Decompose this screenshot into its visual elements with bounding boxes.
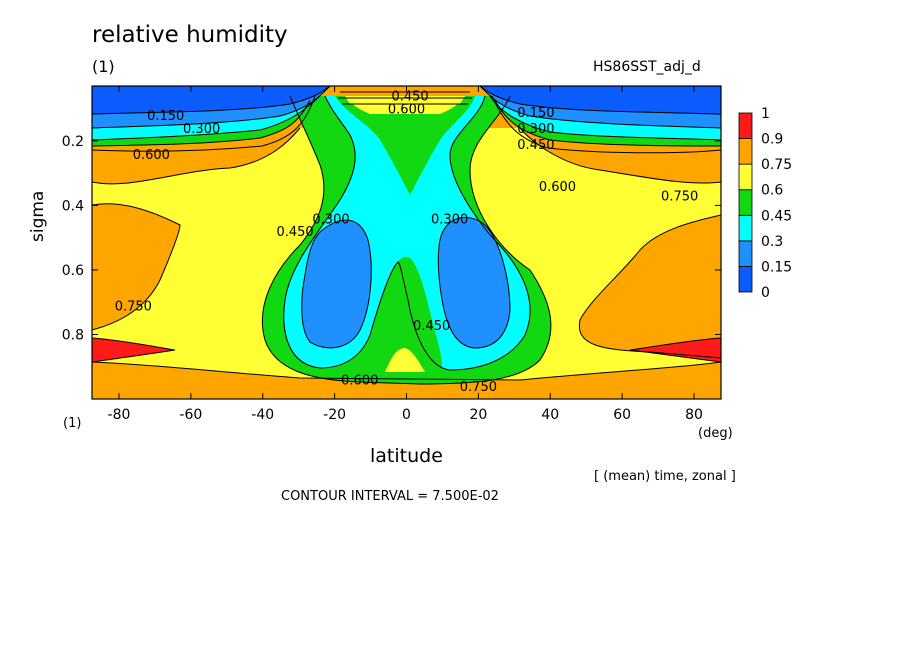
contour-label: 0.450	[276, 225, 313, 240]
colorbar-swatch	[738, 266, 753, 293]
colorbar-swatch	[738, 163, 753, 191]
chart-units: (1)	[92, 57, 115, 76]
y-tick-label: 0.2	[62, 134, 84, 150]
fill-blue-core-south	[301, 220, 372, 348]
fill-green-tongue	[370, 256, 443, 375]
contour-label: 0.750	[661, 190, 698, 205]
y-axis-unit: (1)	[63, 416, 82, 431]
colorbar-label: 0.3	[761, 234, 783, 250]
colorbar-label: 1	[761, 106, 770, 122]
averaging-note: [ (mean) time, zonal ]	[594, 469, 736, 484]
y-tick-label: 0.8	[62, 327, 84, 343]
contour-label: 0.600	[388, 103, 425, 118]
contour-label: 0.300	[183, 122, 220, 137]
colorbar-label: 0.15	[761, 259, 792, 275]
x-tick-label: 60	[613, 407, 631, 423]
colorbar-label: 0.6	[761, 183, 783, 199]
contour-label: 0.150	[517, 106, 554, 121]
contour-label: 0.750	[460, 380, 497, 395]
colorbar-swatch	[738, 138, 753, 165]
contour-label: 0.450	[413, 319, 450, 334]
contour-interval: CONTOUR INTERVAL = 7.500E-02	[281, 489, 499, 504]
y-tick-label: 0.6	[62, 263, 84, 279]
contour-label: 0.300	[431, 212, 468, 227]
x-tick-label: 80	[685, 407, 703, 423]
colorbar-label: 0.45	[761, 208, 792, 224]
contour-label: 0.600	[539, 180, 576, 195]
fill-blue-core-north	[438, 217, 510, 348]
contour-label: 0.750	[115, 299, 152, 314]
y-tick-label: 0.4	[62, 198, 84, 214]
colorbar-swatch	[738, 112, 753, 139]
x-tick-label: 0	[402, 407, 411, 423]
contour-label: 0.600	[133, 148, 170, 163]
x-axis: -80 -60 -40 -20 0 20 40 60 80	[108, 86, 703, 423]
x-tick-label: -80	[108, 407, 131, 423]
colorbar-swatch	[738, 240, 753, 267]
colorbar-label: 0.9	[761, 132, 783, 148]
contour-label: 0.300	[517, 122, 554, 137]
x-axis-label: latitude	[370, 445, 443, 467]
contour-label: 0.150	[147, 109, 184, 124]
fill-red-south	[92, 338, 175, 362]
x-tick-label: 20	[469, 407, 487, 423]
contour-label: 0.300	[312, 212, 349, 227]
contour-label: 0.450	[391, 90, 428, 105]
fill-top-deepblue	[92, 86, 721, 114]
colorbar-label: 0.75	[761, 157, 792, 173]
y-axis: 0.2 0.4 0.6 0.8	[62, 134, 721, 343]
experiment-name: HS86SST_adj_d	[593, 59, 701, 75]
x-tick-label: -60	[179, 407, 202, 423]
colorbar-swatch	[738, 214, 753, 242]
contour-label: 0.600	[341, 374, 378, 389]
contour-label: 0.450	[517, 138, 554, 153]
y-axis-label: sigma	[28, 190, 48, 242]
fill-yellow-bump	[385, 348, 425, 372]
x-axis-unit: (deg)	[698, 426, 733, 441]
x-tick-label: -20	[323, 407, 346, 423]
x-tick-label: 40	[541, 407, 559, 423]
contour-labels: 0.1500.3000.6000.7500.4500.3000.4500.600…	[115, 90, 699, 395]
fill-green-cap	[335, 96, 475, 195]
colorbar: 0 0.15 0.3 0.45 0.6 0.75 0.9 1	[738, 106, 792, 301]
chart-title: relative humidity	[92, 22, 288, 48]
colorbar-label: 0	[761, 285, 770, 301]
contour-fills	[92, 86, 721, 399]
colorbar-swatch	[738, 189, 753, 216]
contour-lines	[92, 86, 721, 385]
x-tick-label: -40	[251, 407, 274, 423]
